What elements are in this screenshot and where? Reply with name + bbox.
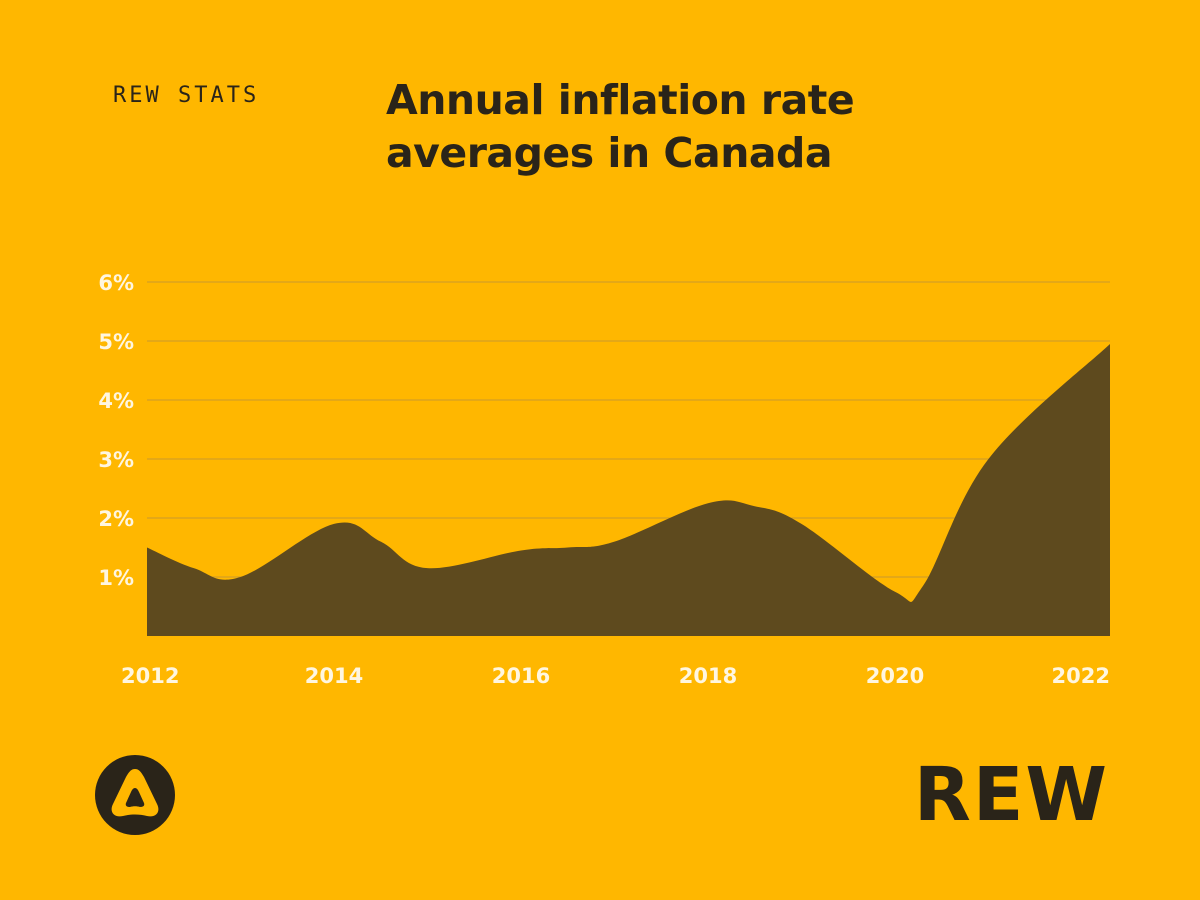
- y-tick-label: 5%: [98, 330, 134, 354]
- x-tick-label: 2012: [121, 664, 179, 688]
- rew-wordmark: REW: [913, 752, 1109, 838]
- brand-kicker: REW STATS: [113, 83, 260, 108]
- y-tick-label: 3%: [98, 448, 134, 472]
- y-axis-ticks: 1% 2% 3% 4% 5% 6%: [98, 271, 134, 590]
- x-tick-label: 2022: [1052, 664, 1110, 688]
- x-tick-label: 2016: [492, 664, 550, 688]
- chart-title-line-1: Annual inflation rate: [386, 76, 855, 124]
- y-tick-label: 6%: [98, 271, 134, 295]
- area-layer: [147, 343, 1110, 636]
- inflation-area: [147, 343, 1110, 636]
- chart-title: Annual inflation rate averages in Canada: [386, 74, 946, 180]
- x-tick-label: 2014: [305, 664, 363, 688]
- x-axis-ticks: 2012 2014 2016 2018 2020 2022: [121, 664, 1110, 688]
- y-tick-label: 1%: [98, 566, 134, 590]
- y-tick-label: 4%: [98, 389, 134, 413]
- x-tick-label: 2018: [679, 664, 737, 688]
- y-tick-label: 2%: [98, 507, 134, 531]
- chart-title-line-2: averages in Canada: [386, 129, 833, 177]
- triangle-logo-icon: [95, 755, 175, 835]
- x-tick-label: 2020: [866, 664, 924, 688]
